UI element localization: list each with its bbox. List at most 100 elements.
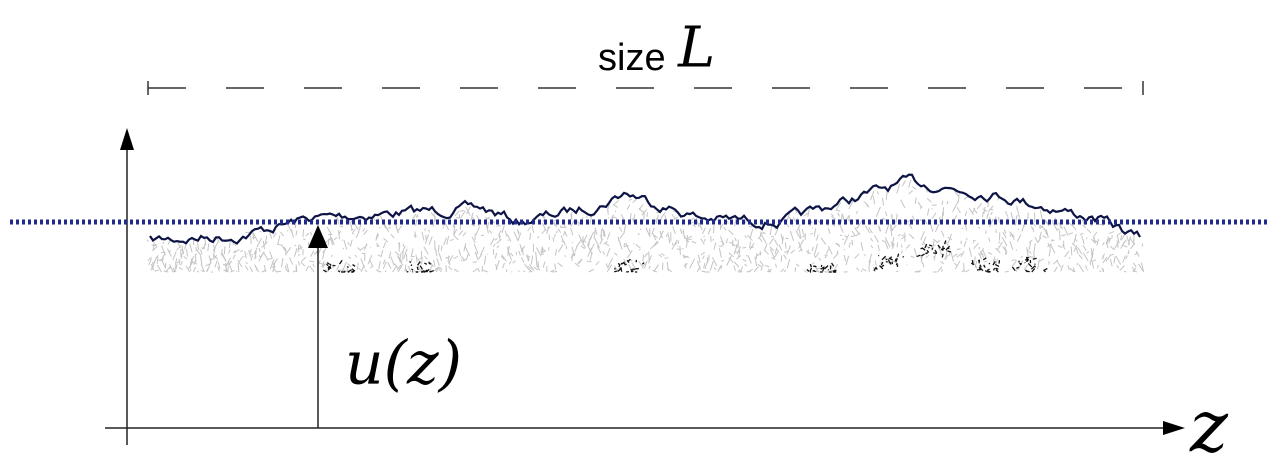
texture-stroke [369, 266, 373, 269]
texture-stroke [652, 233, 657, 241]
texture-stroke [512, 260, 516, 264]
texture-stroke [1102, 268, 1105, 273]
texture-stroke [1034, 236, 1039, 243]
texture-stroke [1101, 253, 1105, 260]
texture-stroke [738, 250, 741, 258]
texture-stroke [275, 270, 281, 273]
texture-stroke [983, 264, 986, 268]
texture-stroke [297, 253, 301, 257]
texture-stroke [176, 245, 182, 251]
texture-stroke [375, 269, 381, 273]
texture-stroke [378, 261, 381, 270]
texture-stroke [940, 260, 945, 265]
texture-stroke [1061, 234, 1067, 237]
texture-stroke [1093, 231, 1098, 237]
texture-stroke [212, 247, 216, 258]
texture-stroke [205, 263, 210, 267]
texture-stroke [433, 213, 437, 222]
texture-stroke [445, 256, 451, 259]
texture-stroke [1130, 242, 1136, 250]
texture-stroke [310, 250, 315, 257]
texture-stroke [683, 263, 688, 267]
texture-stroke [873, 234, 879, 243]
texture-stroke [734, 217, 737, 227]
texture-stroke [814, 265, 817, 268]
texture-stroke [600, 229, 603, 238]
texture-stroke [798, 239, 805, 249]
texture-stroke [757, 263, 763, 268]
texture-stroke [360, 264, 365, 273]
texture-stroke [733, 261, 740, 268]
texture-stroke [443, 237, 448, 246]
texture-stroke [527, 256, 530, 262]
texture-stroke [801, 228, 805, 235]
texture-stroke [521, 257, 525, 263]
texture-stroke [453, 225, 456, 234]
texture-stroke [477, 267, 480, 273]
texture-stroke [804, 269, 807, 273]
texture-stroke [726, 255, 732, 266]
texture-stroke [264, 235, 268, 244]
texture-stroke [1072, 267, 1076, 273]
texture-stroke [273, 258, 278, 266]
texture-stroke [877, 244, 880, 251]
texture-stroke [696, 260, 701, 270]
texture-stroke [972, 207, 976, 213]
texture-stroke [362, 227, 366, 232]
texture-stroke [617, 262, 621, 266]
texture-stroke [212, 241, 219, 252]
texture-stroke [401, 245, 406, 254]
texture-stroke [1108, 231, 1115, 235]
texture-stroke [287, 230, 289, 232]
texture-stroke [472, 268, 478, 273]
texture-stroke [934, 249, 938, 254]
texture-stroke [169, 263, 174, 273]
texture-stroke [635, 244, 641, 249]
texture-stroke [900, 199, 906, 209]
texture-stroke [1044, 220, 1050, 227]
texture-stroke [161, 251, 166, 254]
texture-stroke [702, 270, 704, 273]
texture-stroke [916, 270, 922, 273]
texture-stroke [541, 246, 544, 256]
texture-stroke [870, 237, 874, 242]
texture-stroke [1026, 249, 1032, 254]
texture-stroke [530, 255, 534, 265]
texture-stroke [1028, 239, 1033, 244]
texture-stroke [835, 202, 842, 211]
texture-stroke [638, 207, 643, 213]
texture-stroke [501, 254, 507, 262]
texture-stroke [879, 265, 884, 270]
size-symbol: L [677, 16, 715, 81]
texture-stroke [952, 253, 958, 258]
texture-stroke [687, 238, 693, 241]
texture-stroke [645, 227, 651, 237]
texture-stroke [564, 230, 568, 237]
texture-stroke [557, 262, 563, 267]
texture-stroke [941, 200, 944, 205]
texture-stroke [623, 223, 627, 234]
texture-stroke [599, 238, 604, 245]
texture-stroke [1109, 258, 1113, 267]
texture-stroke [874, 260, 877, 266]
texture-stroke [474, 251, 479, 261]
texture-stroke [188, 261, 194, 269]
texture-stroke [919, 205, 923, 209]
texture-stroke [1015, 270, 1018, 273]
texture-stroke [885, 260, 888, 263]
texture-stroke [602, 227, 605, 238]
texture-stroke [1070, 246, 1073, 256]
texture-stroke [836, 250, 839, 254]
texture-stroke [535, 251, 538, 261]
texture-stroke [250, 235, 252, 244]
interface-line [149, 173, 1141, 245]
texture-stroke [309, 231, 313, 236]
texture-stroke [1067, 265, 1070, 271]
texture-stroke [617, 268, 621, 272]
texture-stroke [1016, 234, 1022, 242]
texture-stroke [901, 180, 906, 187]
texture-stroke [433, 259, 436, 267]
texture-stroke [816, 234, 819, 241]
texture-stroke [223, 246, 226, 255]
texture-stroke [1057, 228, 1060, 231]
